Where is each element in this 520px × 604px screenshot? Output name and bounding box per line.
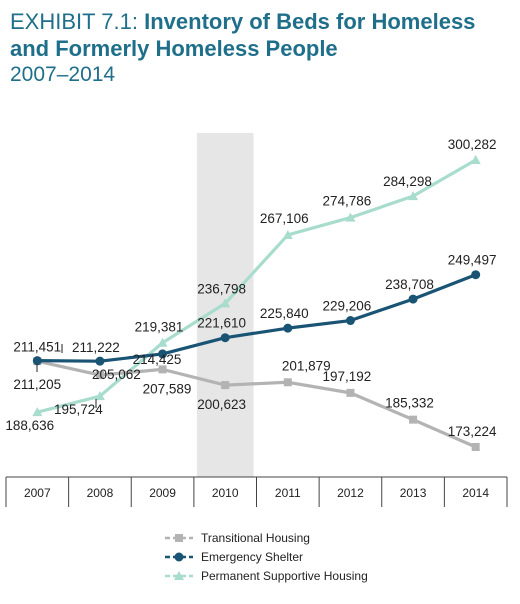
point-permanent-supportive-housing-2007 [32, 407, 43, 417]
data-label-permanent-supportive-housing-2012: 274,786 [322, 194, 371, 209]
point-emergency-shelter-2012 [345, 316, 355, 326]
legend-item-permanent-supportive-housing: Permanent Supportive Housing [165, 569, 368, 583]
point-permanent-supportive-housing-2012 [345, 212, 356, 222]
data-label-permanent-supportive-housing-2008: 195,724 [54, 402, 103, 417]
data-label-emergency-shelter-2009: 214,425 [133, 352, 182, 367]
point-permanent-supportive-housing-2009 [157, 337, 168, 347]
legend-label-emergency-shelter: Emergency Shelter [201, 550, 303, 564]
point-permanent-supportive-housing-2013 [408, 191, 419, 201]
point-emergency-shelter-2007 [32, 356, 42, 366]
legend: Transitional Housing Emergency Shelter Per… [165, 531, 368, 583]
point-emergency-shelter-2011 [283, 323, 293, 333]
data-label-permanent-supportive-housing-2011: 267,106 [260, 211, 309, 226]
exhibit-label: EXHIBIT 7.1: [10, 9, 145, 34]
point-emergency-shelter-2013 [408, 294, 418, 304]
data-label-transitional-housing-2010: 200,623 [197, 397, 246, 412]
point-permanent-supportive-housing-2010 [220, 298, 231, 308]
x-tick-label-2008: 2008 [87, 486, 114, 500]
data-label-transitional-housing-2013: 185,332 [385, 396, 434, 411]
point-transitional-housing-2008 [95, 371, 104, 380]
series-line-permanent-supportive-housing [36, 158, 477, 414]
data-label-transitional-housing-2009: 207,589 [143, 381, 192, 396]
data-label-transitional-housing-2012: 197,192 [322, 369, 371, 384]
series-lines [32, 155, 481, 451]
legend-swatch-marker-transitional-housing [175, 534, 183, 542]
x-tick-label-2014: 2014 [462, 486, 489, 500]
chart-title-line-1: EXHIBIT 7.1: Inventory of Beds for Homel… [10, 8, 510, 35]
point-emergency-shelter-2009 [158, 349, 168, 359]
point-permanent-supportive-housing-2008 [94, 391, 105, 401]
legend-item-transitional-housing: Transitional Housing [165, 531, 310, 545]
point-transitional-housing-2013 [409, 415, 418, 424]
legend-label-transitional-housing: Transitional Housing [201, 531, 310, 545]
data-label-permanent-supportive-housing-2007: 188,636 [5, 418, 54, 433]
x-tick-label-2010: 2010 [212, 486, 239, 500]
point-emergency-shelter-2010 [220, 333, 230, 343]
data-label-emergency-shelter-2011: 225,840 [260, 306, 309, 321]
legend-swatch-marker-emergency-shelter [174, 552, 184, 562]
data-label-permanent-supportive-housing-2013: 284,298 [383, 174, 432, 189]
legend-label-permanent-supportive-housing: Permanent Supportive Housing [201, 569, 368, 583]
x-tick-label-2009: 2009 [149, 486, 176, 500]
chart-title-part-2: and Formerly Homeless People [10, 36, 338, 61]
series-line-emergency-shelter [37, 273, 477, 363]
point-emergency-shelter-2008 [95, 356, 105, 366]
data-label-transitional-housing-2008: 205,062 [92, 367, 141, 382]
point-transitional-housing-2012 [346, 388, 355, 397]
title-block: EXHIBIT 7.1: Inventory of Beds for Homel… [10, 8, 510, 88]
data-label-emergency-shelter-2012: 229,206 [322, 299, 371, 314]
point-transitional-housing-2010 [221, 381, 230, 390]
point-transitional-housing-2014 [471, 443, 480, 451]
x-axis: 2007 2008 2009 2010 2011 2012 2013 2014 [5, 476, 508, 507]
x-tick-label-2007: 2007 [24, 486, 51, 500]
point-permanent-supportive-housing-2014 [470, 155, 481, 164]
series-line-transitional-housing [36, 359, 477, 449]
data-label-transitional-housing-2014: 173,224 [448, 424, 497, 439]
data-label-emergency-shelter-2010: 221,610 [197, 316, 246, 331]
data-label-permanent-supportive-housing-2009: 219,381 [135, 320, 184, 335]
legend-item-emergency-shelter: Emergency Shelter [165, 550, 303, 564]
point-transitional-housing-2009 [158, 365, 167, 374]
data-label-permanent-supportive-housing-2010: 236,798 [197, 281, 246, 296]
data-label-transitional-housing-2007: 211,205 [13, 377, 61, 392]
x-tick-label-2011: 2011 [275, 486, 301, 500]
data-label-emergency-shelter-2013: 238,708 [385, 277, 434, 292]
data-label-permanent-supportive-housing-2014: 300,282 [448, 137, 497, 152]
chart-title-part-1: Inventory of Beds for Homeless [144, 9, 476, 34]
x-tick-label-2013: 2013 [400, 486, 427, 500]
point-permanent-supportive-housing-2011 [282, 229, 293, 239]
data-label-emergency-shelter-2014: 249,497 [448, 253, 497, 268]
data-label-emergency-shelter-2007: 211,451 [13, 340, 61, 355]
chart-subtitle: 2007–2014 [10, 63, 116, 86]
data-label-emergency-shelter-2008: 211,222 [72, 340, 120, 355]
point-emergency-shelter-2014 [471, 270, 481, 280]
x-tick-label-2012: 2012 [337, 486, 364, 500]
legend-swatch-marker-permanent-supportive-housing [174, 571, 184, 580]
data-label-transitional-housing-2011: 201,879 [282, 358, 331, 373]
point-transitional-housing-2011 [283, 378, 292, 387]
